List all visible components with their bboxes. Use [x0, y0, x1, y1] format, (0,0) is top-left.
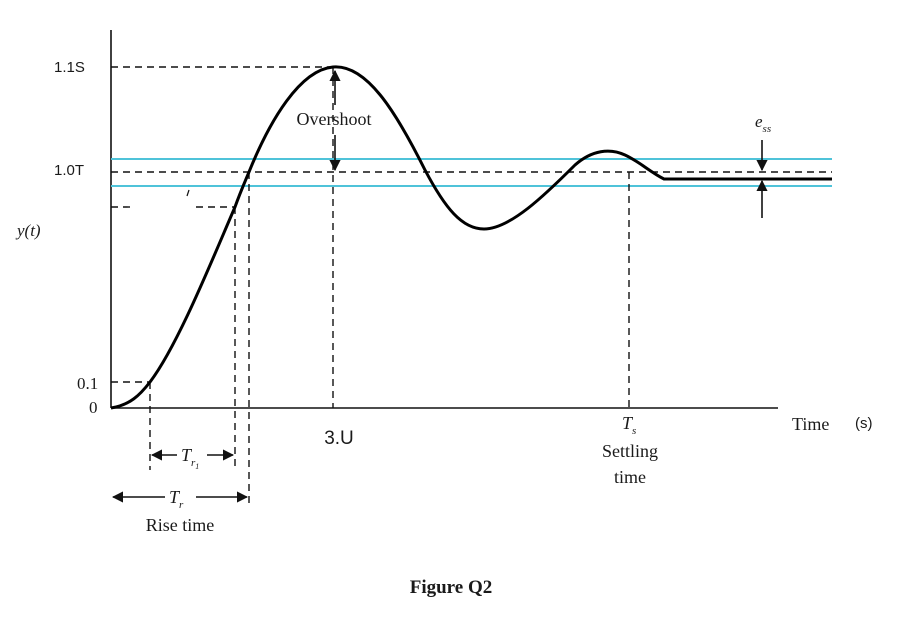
ess-label: ess — [755, 112, 771, 135]
y-tick-peak: 1.1S — [54, 59, 85, 76]
peak-time-label: 3.U — [324, 428, 354, 449]
settling-time-line1: Settling — [602, 441, 658, 461]
figure-caption: Figure Q2 — [410, 577, 493, 598]
response-curve — [110, 65, 832, 410]
rise-time-label: Rise time — [146, 515, 215, 535]
tr-label: Tr — [169, 487, 184, 511]
stray-mark — [186, 189, 190, 197]
y-tick-ten-percent: 0.1 — [77, 374, 98, 393]
x-axis-unit: (s) — [855, 415, 873, 432]
x-axis-label: Time — [792, 414, 829, 434]
overshoot-label: Overshoot — [297, 109, 372, 129]
y-tick-zero: 0 — [89, 398, 98, 417]
y-axis-label: y(t) — [15, 221, 41, 240]
settling-time-line2: time — [614, 467, 646, 487]
tr1-label: Tr1 — [181, 445, 199, 471]
y-tick-final: 1.0T — [54, 162, 84, 179]
settling-time-symbol: Ts — [622, 413, 636, 437]
